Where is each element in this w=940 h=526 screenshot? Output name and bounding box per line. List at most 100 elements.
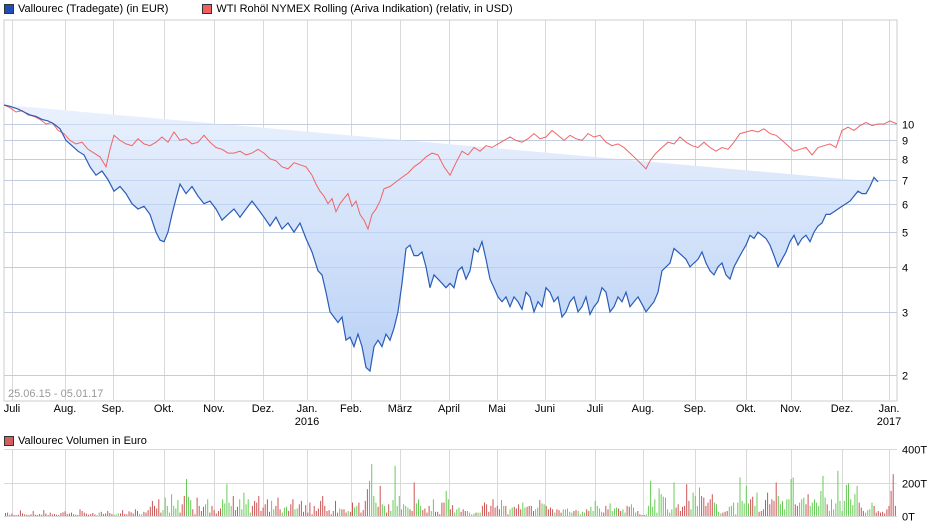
y-tick-label: 6 (902, 200, 908, 212)
volume-bar (366, 489, 368, 516)
volume-bar (718, 511, 720, 516)
volume-bar (490, 505, 492, 516)
volume-bar (222, 499, 224, 517)
x-tick-label: Dez. (252, 403, 275, 415)
volume-bar (364, 500, 366, 516)
volume-bar (213, 510, 215, 516)
volume-bar (432, 499, 434, 517)
volume-bar (386, 512, 388, 516)
volume-bar (724, 511, 726, 516)
volume-bar (192, 509, 194, 516)
volume-bar (730, 505, 732, 516)
volume-bar (145, 512, 147, 516)
volume-bar (215, 513, 217, 516)
y-tick-label: 3 (902, 308, 908, 320)
vallourec-area-fill (4, 104, 878, 372)
volume-bar (684, 505, 686, 516)
volume-bar (492, 499, 494, 517)
volume-bar (326, 511, 328, 516)
volume-bar (377, 506, 379, 516)
volume-bar (707, 502, 709, 516)
volume-bar (467, 511, 468, 516)
volume-bar (390, 511, 392, 516)
volume-bar (224, 503, 226, 516)
y-tick-label: 5 (902, 228, 908, 240)
volume-bar (547, 509, 549, 516)
wti-oil-line[interactable] (3, 104, 898, 231)
volume-bar (828, 511, 830, 516)
volume-bar (630, 504, 632, 516)
volume-bar (694, 495, 696, 516)
volume-bar (650, 480, 652, 516)
volume-plot-frame (4, 449, 897, 516)
volume-bar (68, 513, 70, 516)
volume-bar (88, 514, 89, 516)
volume-bar (669, 512, 671, 516)
volume-bar (809, 505, 811, 516)
volume-bar (254, 500, 256, 516)
volume-bar (884, 513, 886, 516)
volume-bar (330, 514, 332, 516)
volume-bar (848, 483, 849, 516)
volume-bar (616, 507, 617, 516)
volume-bar (754, 505, 756, 516)
volume-legend: Vallourec Volumen in Euro (4, 435, 147, 447)
legend-swatch-vallourec (4, 4, 14, 14)
volume-bar (335, 500, 336, 516)
volume-bar (339, 508, 341, 516)
volume-bar (622, 509, 624, 516)
volume-bar (584, 512, 586, 516)
volume-bar (820, 490, 822, 516)
volume-bar (831, 499, 832, 517)
legend-item-vallourec[interactable]: Vallourec (Tradegate) (in EUR) (4, 3, 168, 15)
volume-bar (558, 510, 560, 516)
volume-bar (347, 511, 349, 516)
volume-bar (560, 512, 562, 516)
volume-bar (449, 509, 451, 516)
volume-bar (790, 479, 792, 516)
volume-bar (85, 513, 87, 516)
volume-bar (100, 511, 102, 516)
volume-bar (665, 497, 666, 516)
volume-bar (11, 513, 13, 516)
volume-bar (266, 499, 268, 517)
volume-bar (58, 515, 60, 516)
x-tick-label: Juni (535, 403, 555, 415)
x-tick-label: Okt. (154, 403, 174, 415)
volume-bar (607, 509, 609, 516)
volume-bar (818, 505, 820, 516)
legend-item-wti[interactable]: WTI Rohöl NYMEX Rolling (Ariva Indikatio… (202, 3, 513, 15)
volume-bar (596, 505, 598, 516)
volume-bar (198, 505, 200, 516)
volume-bar (166, 505, 168, 516)
volume-bar (164, 497, 166, 516)
vallourec-price-line[interactable] (3, 104, 879, 373)
volume-bar (317, 508, 319, 516)
volume-bar (647, 505, 649, 516)
volume-bar (415, 503, 417, 516)
y-tick-label: 8 (902, 155, 908, 167)
volume-bar (435, 511, 436, 516)
volume-bar (599, 508, 600, 516)
volume-bar (51, 514, 53, 516)
volume-bar (401, 509, 402, 516)
volume-bar (526, 506, 528, 516)
price-y-axis-labels: 2 3 4 5 6 7 8 9 10 (902, 120, 914, 383)
volume-bar (73, 514, 75, 516)
volume-bar (64, 511, 66, 516)
volume-bar (147, 510, 149, 516)
x-tick-label: Aug. (632, 403, 655, 415)
volume-bar (160, 512, 162, 516)
volume-bar (234, 510, 236, 516)
volume-bar (143, 511, 145, 516)
volume-bar (739, 477, 741, 516)
volume-bar (873, 505, 875, 516)
volume-bar (782, 500, 783, 516)
volume-bar (752, 496, 754, 516)
volume-bar (503, 505, 505, 516)
volume-bar (588, 511, 590, 516)
volume-bar (168, 512, 170, 516)
volume-bar (413, 482, 415, 516)
volume-bar (528, 505, 530, 516)
